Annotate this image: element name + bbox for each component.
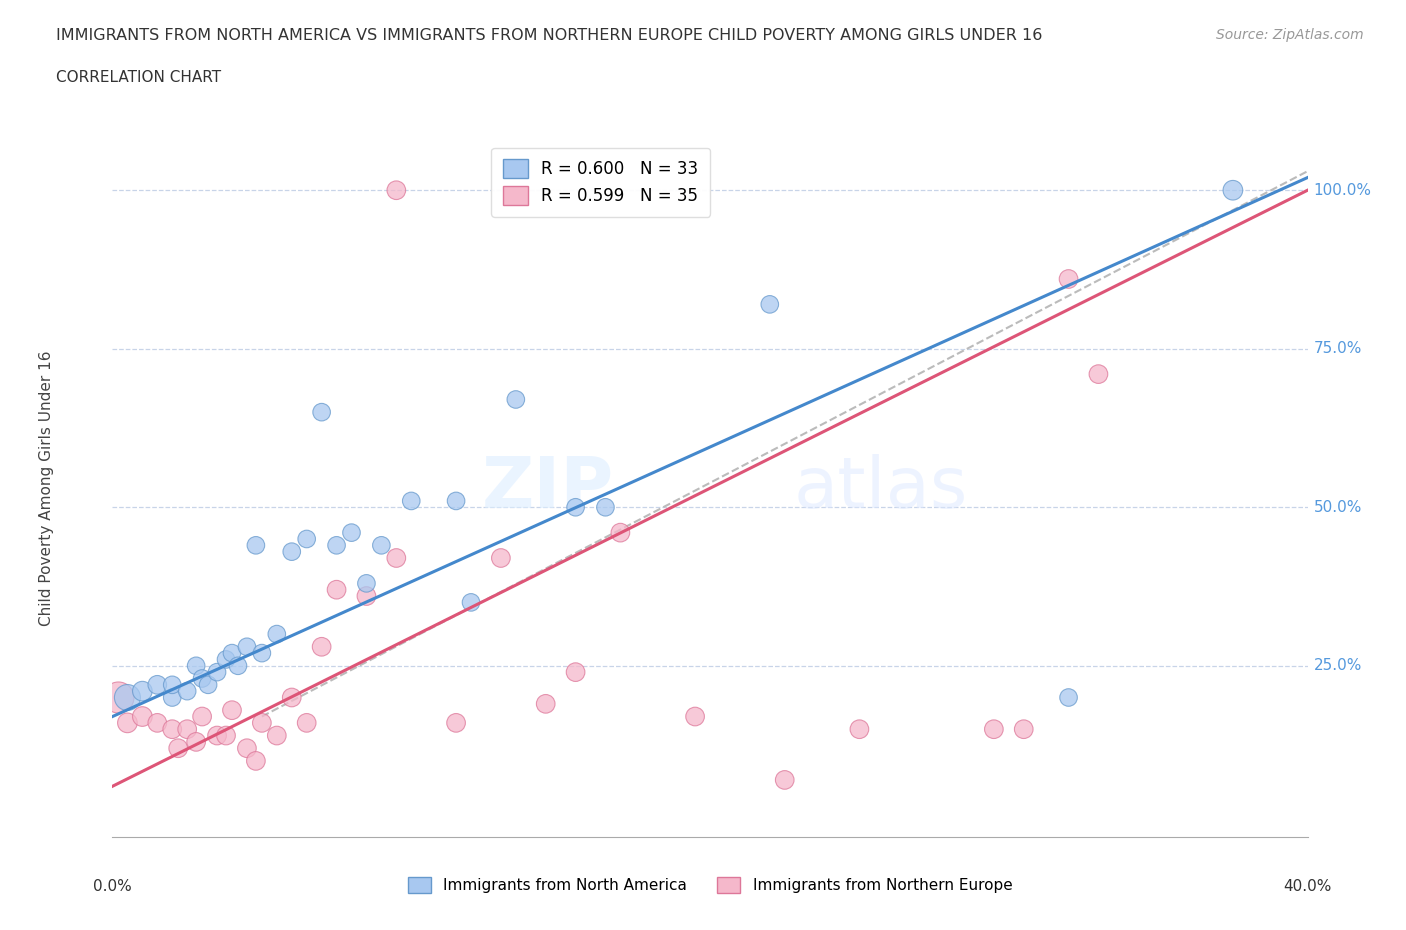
Point: [385, 183, 408, 198]
Text: 0.0%: 0.0%: [93, 879, 132, 894]
Point: [197, 677, 219, 692]
Point: [489, 551, 512, 565]
Point: [295, 532, 318, 547]
Point: [1057, 272, 1080, 286]
Point: [595, 499, 617, 514]
Point: [281, 690, 304, 705]
Point: [444, 715, 467, 730]
Point: [1057, 690, 1080, 705]
Point: [1222, 183, 1244, 198]
Text: 75.0%: 75.0%: [1313, 341, 1362, 356]
Point: [534, 697, 557, 711]
Text: Source: ZipAtlas.com: Source: ZipAtlas.com: [1216, 28, 1364, 42]
Point: [460, 595, 482, 610]
Point: [311, 405, 333, 419]
Point: [215, 652, 238, 667]
Point: [186, 735, 208, 750]
Point: [146, 677, 169, 692]
Text: 40.0%: 40.0%: [1284, 879, 1331, 894]
Point: [221, 703, 243, 718]
Point: [215, 728, 238, 743]
Point: [245, 538, 267, 552]
Point: [356, 589, 378, 604]
Point: [191, 671, 214, 686]
Point: [226, 658, 249, 673]
Point: [146, 715, 169, 730]
Point: [266, 627, 288, 642]
Point: [245, 753, 267, 768]
Point: [131, 709, 153, 724]
Point: [221, 645, 243, 660]
Point: [131, 684, 153, 698]
Point: [609, 525, 631, 540]
Text: 25.0%: 25.0%: [1313, 658, 1362, 673]
Point: [236, 639, 259, 654]
Legend: R = 0.600   N = 33, R = 0.599   N = 35: R = 0.600 N = 33, R = 0.599 N = 35: [491, 148, 710, 217]
Text: atlas: atlas: [793, 454, 969, 523]
Point: [107, 690, 129, 705]
Text: 100.0%: 100.0%: [1313, 182, 1372, 198]
Point: [117, 715, 139, 730]
Text: Child Poverty Among Girls Under 16: Child Poverty Among Girls Under 16: [39, 351, 55, 626]
Point: [205, 665, 228, 680]
Point: [505, 392, 527, 407]
Point: [162, 690, 183, 705]
Text: ZIP: ZIP: [482, 454, 614, 523]
Point: [186, 658, 208, 673]
Point: [167, 741, 190, 756]
Point: [205, 728, 228, 743]
Text: CORRELATION CHART: CORRELATION CHART: [56, 70, 221, 85]
Text: IMMIGRANTS FROM NORTH AMERICA VS IMMIGRANTS FROM NORTHERN EUROPE CHILD POVERTY A: IMMIGRANTS FROM NORTH AMERICA VS IMMIGRA…: [56, 28, 1043, 43]
Point: [266, 728, 288, 743]
Point: [250, 715, 273, 730]
Point: [385, 551, 408, 565]
Point: [773, 773, 796, 788]
Point: [162, 722, 183, 737]
Point: [356, 576, 378, 591]
Point: [117, 690, 139, 705]
Point: [325, 538, 347, 552]
Point: [370, 538, 392, 552]
Point: [564, 665, 586, 680]
Point: [176, 684, 198, 698]
Text: 50.0%: 50.0%: [1313, 499, 1362, 515]
Point: [295, 715, 318, 730]
Point: [1087, 366, 1109, 381]
Point: [250, 645, 273, 660]
Point: [325, 582, 347, 597]
Point: [311, 639, 333, 654]
Point: [983, 722, 1005, 737]
Point: [444, 494, 467, 509]
Point: [162, 677, 183, 692]
Point: [401, 494, 423, 509]
Point: [340, 525, 363, 540]
Point: [683, 709, 706, 724]
Point: [1012, 722, 1035, 737]
Point: [236, 741, 259, 756]
Point: [176, 722, 198, 737]
Point: [564, 499, 586, 514]
Point: [759, 297, 782, 312]
Point: [281, 544, 304, 559]
Point: [848, 722, 870, 737]
Point: [191, 709, 214, 724]
